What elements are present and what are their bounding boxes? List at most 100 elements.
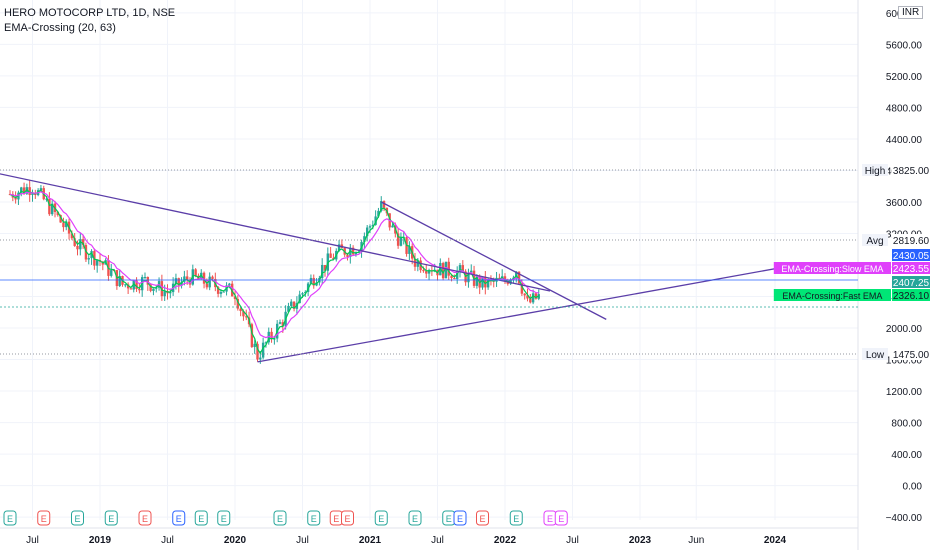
price-tag-value: 2423.55 xyxy=(893,264,930,275)
x-tick-label: 2020 xyxy=(224,535,247,546)
earnings-marker: E xyxy=(374,510,388,526)
candle-body xyxy=(453,278,456,280)
candle-body xyxy=(135,280,138,290)
earnings-marker-glyph: E xyxy=(446,514,452,524)
candle-body xyxy=(422,270,425,272)
earnings-marker: E xyxy=(273,510,287,526)
candle-body xyxy=(177,278,180,286)
price-tag-bg xyxy=(892,276,930,288)
candle-body xyxy=(337,244,341,251)
indicator-title[interactable]: EMA-Crossing (20, 63) xyxy=(4,22,116,34)
candle-body xyxy=(17,192,20,200)
candle-body xyxy=(222,291,225,293)
earnings-marker: E xyxy=(476,510,489,526)
earnings-marker-box xyxy=(453,510,467,526)
chart-legend: HERO MOTOCORP LTD, 1D, NSE EMA-Crossing … xyxy=(4,6,175,36)
candle-body xyxy=(14,197,17,200)
earnings-marker-box xyxy=(217,510,231,526)
candle-body xyxy=(138,289,141,291)
earnings-marker-box xyxy=(194,510,208,526)
candle-body xyxy=(416,260,420,267)
currency-label[interactable]: INR xyxy=(898,6,924,19)
candle-body xyxy=(509,279,512,284)
candle-body xyxy=(304,291,307,294)
price-tag-value: 2326.10 xyxy=(893,291,930,302)
candle-body xyxy=(20,187,23,193)
candle-body xyxy=(208,276,211,288)
candle-body xyxy=(481,276,484,288)
candle-body xyxy=(312,277,315,286)
y-tick-label: 1200.00 xyxy=(886,387,923,398)
level-tag-bg xyxy=(862,164,888,176)
candle-body xyxy=(132,280,135,290)
price-tag-bg xyxy=(892,289,930,301)
candle-body xyxy=(329,253,332,258)
earnings-marker-glyph: E xyxy=(412,514,418,524)
x-tick-label: Jul xyxy=(431,535,444,546)
candle-body xyxy=(470,270,473,273)
level-tag-label: Low xyxy=(866,350,885,361)
earnings-marker: E xyxy=(138,510,152,526)
earnings-marker: E xyxy=(408,510,422,526)
earnings-marker-box xyxy=(71,510,84,526)
level-tag-label: Avg xyxy=(866,236,883,247)
candle-body xyxy=(81,239,85,245)
earnings-marker-box xyxy=(476,510,489,526)
candle-body xyxy=(444,261,448,279)
candle-body xyxy=(486,279,490,288)
candle-body xyxy=(126,284,130,289)
candle-body xyxy=(467,272,470,283)
y-tick-label: 400.00 xyxy=(891,450,922,461)
y-tick-label: 1600.00 xyxy=(886,356,923,367)
price-tag-value: 2407.25 xyxy=(893,278,930,289)
earnings-marker-box xyxy=(341,510,354,526)
candle-body xyxy=(124,284,127,286)
candle-body xyxy=(228,283,231,286)
candle-body xyxy=(455,271,459,279)
y-tick-label: 3600.00 xyxy=(886,198,923,209)
earnings-marker-box xyxy=(554,510,568,526)
candle-body xyxy=(79,239,82,250)
trendline xyxy=(0,173,551,292)
candle-body xyxy=(62,222,65,228)
candle-body xyxy=(382,201,386,208)
earnings-marker-box xyxy=(172,510,186,526)
candle-body xyxy=(349,247,352,257)
price-tag-value: 2819.60 xyxy=(893,236,930,247)
x-tick-label: 2023 xyxy=(629,535,652,546)
candle-body xyxy=(143,276,147,278)
candle-body xyxy=(484,276,487,288)
earnings-marker: E xyxy=(453,510,467,526)
candle-body xyxy=(253,343,256,348)
candle-body xyxy=(377,210,380,217)
earnings-marker: E xyxy=(554,510,568,526)
price-tag-value: 2430.05 xyxy=(893,251,930,262)
candle-body xyxy=(129,288,133,290)
candle-body xyxy=(118,276,121,287)
candle-body xyxy=(278,322,282,324)
y-tick-label: −400.00 xyxy=(886,513,923,524)
candle-body xyxy=(292,301,296,309)
candle-body xyxy=(301,293,304,295)
ema-tag-bg xyxy=(773,262,891,274)
earnings-marker: E xyxy=(509,510,523,526)
y-tick-label: 0.00 xyxy=(903,482,923,493)
y-tick-label: 2000.00 xyxy=(886,324,923,335)
candle-body xyxy=(309,277,313,284)
candle-body xyxy=(290,301,293,306)
x-tick-label: 2021 xyxy=(359,535,382,546)
earnings-marker-glyph: E xyxy=(277,514,283,524)
candle-body xyxy=(380,201,383,211)
candle-body xyxy=(354,252,358,255)
candle-body xyxy=(365,227,369,237)
price-tag-value: 3825.00 xyxy=(893,166,930,177)
candle-body xyxy=(475,276,479,286)
candle-body xyxy=(149,284,152,291)
earnings-marker-box xyxy=(273,510,287,526)
candle-body xyxy=(146,276,150,285)
earnings-marker-glyph: E xyxy=(198,514,204,524)
price-tag-bg xyxy=(892,249,930,261)
symbol-title[interactable]: HERO MOTOCORP LTD, 1D, NSE xyxy=(4,7,176,19)
candle-body xyxy=(391,225,394,228)
